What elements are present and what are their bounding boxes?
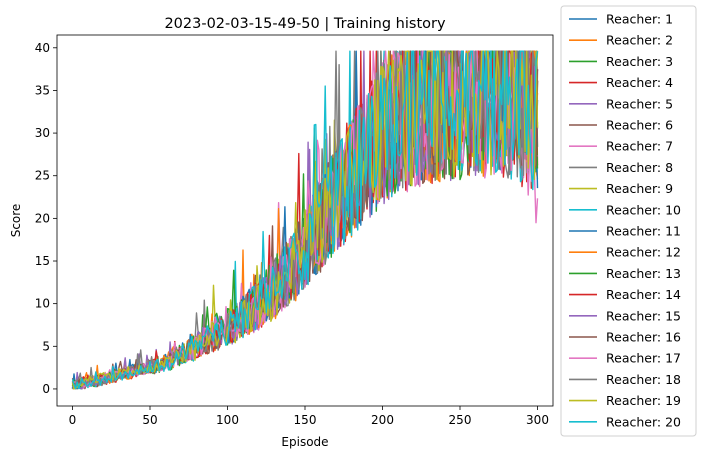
y-tick-label: 40 — [35, 41, 50, 55]
x-tick-label: 300 — [526, 413, 549, 427]
legend-label: Reacher: 1 — [606, 12, 673, 27]
legend-label: Reacher: 6 — [606, 118, 673, 133]
x-axis-label: Episode — [281, 435, 328, 449]
legend-label: Reacher: 12 — [606, 245, 681, 260]
x-axis: 0 50 100 150 200 250 300 — [69, 406, 549, 427]
x-tick-label: 100 — [216, 413, 239, 427]
y-tick-label: 10 — [35, 297, 50, 311]
legend-label: Reacher: 19 — [606, 393, 681, 408]
y-axis-label: Score — [9, 204, 23, 238]
legend-label: Reacher: 13 — [606, 266, 681, 281]
y-tick-label: 5 — [42, 339, 50, 353]
legend-label: Reacher: 18 — [606, 372, 681, 387]
legend-label: Reacher: 16 — [606, 330, 681, 345]
legend-label: Reacher: 11 — [606, 224, 681, 239]
legend-label: Reacher: 14 — [606, 287, 681, 302]
legend-label: Reacher: 2 — [606, 33, 673, 48]
legend: Reacher: 1 Reacher: 2 Reacher: 3 Reacher: 4… — [560, 5, 697, 437]
y-axis: 0 5 10 15 20 25 30 35 40 — [35, 41, 57, 396]
x-tick-label: 250 — [449, 413, 472, 427]
x-tick-label: 200 — [371, 413, 394, 427]
legend-label: Reacher: 9 — [606, 181, 673, 196]
legend-label: Reacher: 5 — [606, 96, 673, 111]
series-line — [71, 50, 539, 390]
legend-label: Reacher: 7 — [606, 139, 673, 154]
y-tick-label: 35 — [35, 83, 50, 97]
y-tick-label: 30 — [35, 126, 50, 140]
legend-label: Reacher: 4 — [606, 75, 673, 90]
chart-title: 2023-02-03-15-49-50 | Training history — [164, 16, 446, 32]
x-tick-label: 150 — [294, 413, 317, 427]
x-tick-label: 50 — [142, 413, 157, 427]
legend-label: Reacher: 8 — [606, 160, 673, 175]
y-tick-label: 25 — [35, 169, 50, 183]
y-tick-label: 20 — [35, 211, 50, 225]
legend-label: Reacher: 15 — [606, 308, 681, 323]
y-tick-label: 15 — [35, 254, 50, 268]
legend-label: Reacher: 17 — [606, 351, 681, 366]
legend-label: Reacher: 10 — [606, 202, 681, 217]
legend-label: Reacher: 20 — [606, 414, 681, 429]
x-tick-label: 0 — [69, 413, 77, 427]
legend-box — [560, 5, 697, 437]
legend-label: Reacher: 3 — [606, 54, 673, 69]
y-tick-label: 0 — [42, 382, 50, 396]
plot-lines — [71, 50, 539, 390]
